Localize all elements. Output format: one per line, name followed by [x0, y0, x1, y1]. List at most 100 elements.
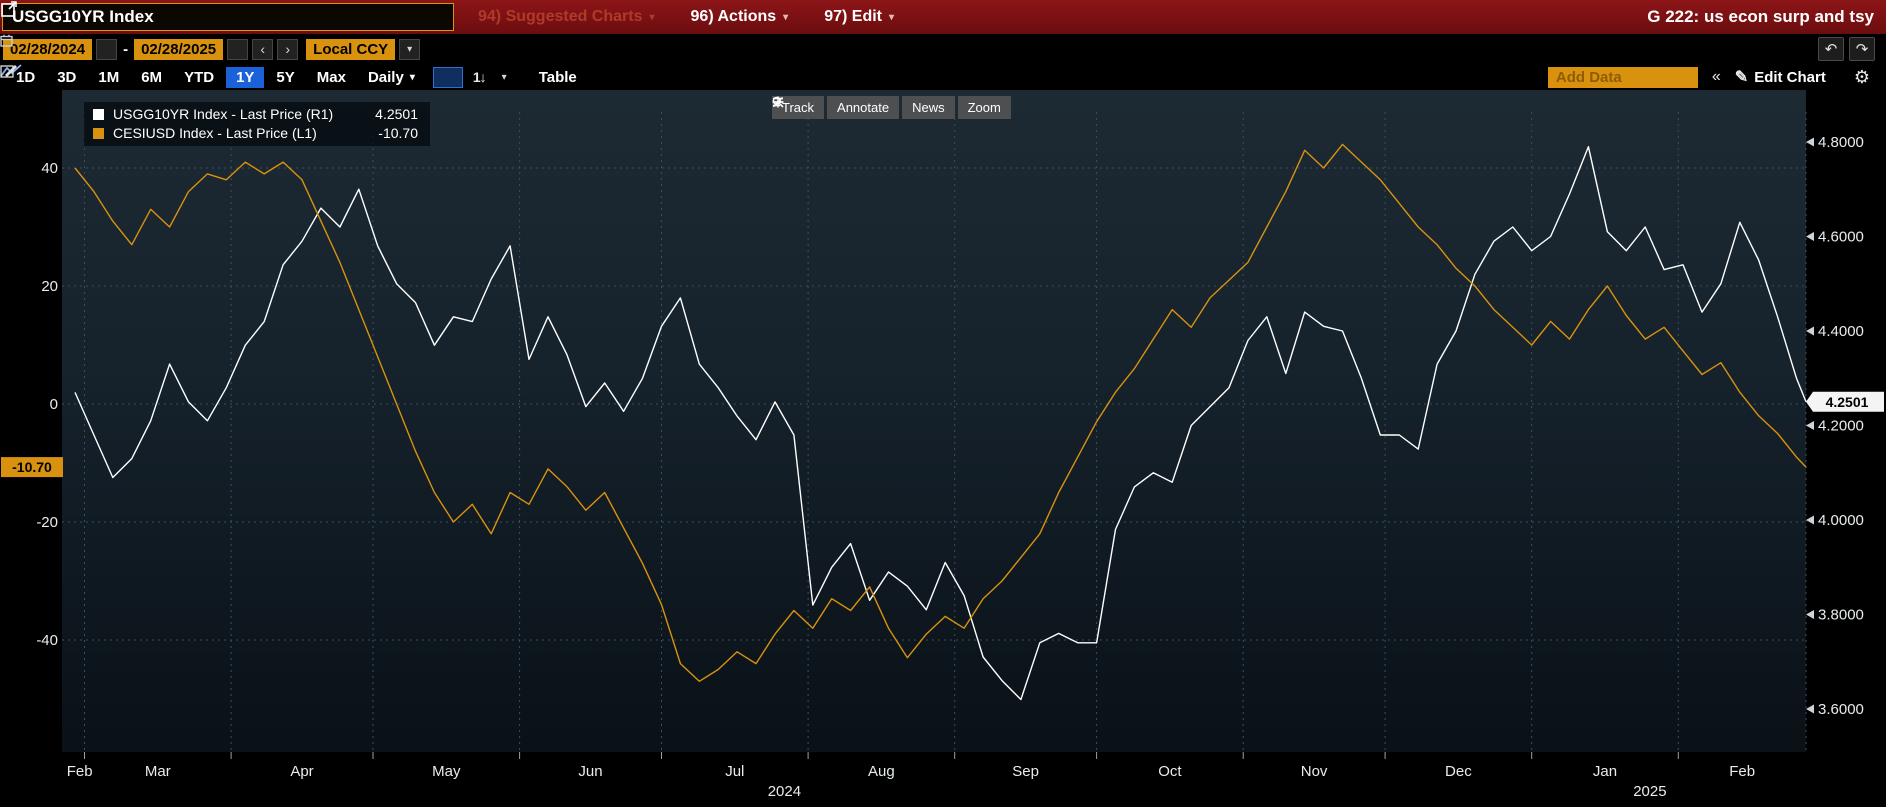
- table-button[interactable]: Table: [538, 68, 577, 86]
- svg-text:4.6000: 4.6000: [1818, 229, 1864, 246]
- chevron-down-icon: ▾: [783, 11, 789, 23]
- chart-title: G 222: us econ surp and tsy: [1647, 7, 1874, 26]
- svg-text:Nov: Nov: [1301, 763, 1328, 780]
- svg-text:4.2501: 4.2501: [1826, 394, 1869, 410]
- frequency-label: Daily: [367, 68, 404, 86]
- line-chart-type-icon[interactable]: [0, 64, 463, 88]
- svg-text:-10.70: -10.70: [12, 459, 52, 475]
- series-usgg10yr-line: [74, 146, 1807, 701]
- svg-text:Sep: Sep: [1012, 763, 1039, 780]
- legend-row-cesiusd[interactable]: CESIUSD Index - Last Price (L1) -10.70: [93, 125, 418, 141]
- svg-text:Mar: Mar: [145, 763, 171, 780]
- svg-text:May: May: [432, 763, 461, 780]
- svg-text:3.6000: 3.6000: [1818, 701, 1864, 718]
- redo-icon[interactable]: ↷: [1849, 37, 1875, 61]
- legend-value: 4.2501: [375, 106, 418, 122]
- grid-vertical: [84, 112, 1807, 752]
- menu-actions[interactable]: 96) Actions ▾: [673, 0, 807, 34]
- period-back-button[interactable]: ‹: [252, 38, 274, 60]
- svg-text:40: 40: [41, 160, 58, 177]
- svg-text:Feb: Feb: [67, 763, 93, 780]
- svg-text:4.8000: 4.8000: [1818, 134, 1864, 151]
- chart-tools: Track Annotate News Zoom: [772, 96, 1011, 119]
- annotate-button[interactable]: Annotate: [773, 96, 900, 119]
- period-forward-button[interactable]: ›: [277, 38, 299, 60]
- series-swatch: [93, 127, 104, 139]
- menu-actions-label: 96) Actions: [690, 8, 777, 25]
- chart-type-dropdown-icon[interactable]: ▾: [501, 71, 507, 83]
- annotate-label: Annotate: [837, 100, 890, 115]
- calendar-icon[interactable]: [0, 34, 118, 60]
- svg-text:3.8000: 3.8000: [1818, 607, 1864, 624]
- series-cesiusd-line: [74, 143, 1807, 682]
- svg-text:-40: -40: [36, 632, 58, 649]
- chevron-down-icon: ▾: [649, 11, 655, 23]
- svg-text:Aug: Aug: [868, 763, 895, 780]
- chart-canvas[interactable]: 40 20 0 -20 -40 4.8000 4.6000 4.4000 4.2000 4.000…: [0, 90, 1886, 807]
- range-button-3d[interactable]: 3D: [57, 68, 77, 86]
- range-button-6m[interactable]: 6M: [141, 68, 163, 86]
- date-toolbar: 02/28/2024 - 02/28/2025 ‹ › Local CCY ▾ …: [0, 34, 1886, 64]
- add-data-input[interactable]: [1547, 66, 1698, 88]
- svg-text:Dec: Dec: [1445, 763, 1472, 780]
- chevron-down-icon: ▾: [889, 11, 895, 23]
- security-input[interactable]: [2, 3, 454, 31]
- menu-suggested-charts[interactable]: 94) Suggested Charts ▾: [460, 0, 673, 34]
- date-range-separator: -: [123, 40, 129, 58]
- edit-chart-button[interactable]: ✎ Edit Chart: [1735, 67, 1826, 87]
- range-button-max[interactable]: Max: [316, 68, 346, 86]
- zoom-label: Zoom: [967, 100, 1001, 115]
- undo-icon[interactable]: ↶: [1818, 37, 1844, 61]
- news-button[interactable]: News: [773, 96, 955, 119]
- menu-edit-label: 97) Edit: [824, 8, 882, 25]
- range-button-1y[interactable]: 1Y: [226, 66, 265, 88]
- right-axis-badge: 4.2501: [1806, 391, 1884, 412]
- date-to-field[interactable]: 02/28/2025: [134, 38, 224, 60]
- legend-row-usgg10yr[interactable]: USGG10YR Index - Last Price (R1) 4.2501: [93, 106, 418, 122]
- frequency-select[interactable]: Daily ▾: [358, 67, 425, 88]
- pencil-icon: ✎: [1734, 69, 1749, 86]
- sort-order-icon[interactable]: 1↓: [472, 69, 487, 85]
- legend-label: CESIUSD Index - Last Price (L1): [113, 125, 317, 141]
- track-label: Track: [782, 100, 815, 115]
- menu-suggested-charts-label: 94) Suggested Charts: [478, 8, 643, 25]
- gear-icon[interactable]: ⚙: [1853, 66, 1870, 87]
- range-button-1m[interactable]: 1M: [98, 68, 120, 86]
- svg-text:4.4000: 4.4000: [1818, 323, 1864, 340]
- svg-text:20: 20: [41, 278, 58, 295]
- calendar-icon[interactable]: [0, 34, 249, 60]
- range-button-ytd[interactable]: YTD: [184, 68, 215, 86]
- chart-legend: USGG10YR Index - Last Price (R1) 4.2501 …: [84, 102, 430, 146]
- range-button-1d[interactable]: 1D: [16, 68, 36, 86]
- currency-dropdown-icon[interactable]: ▾: [399, 38, 421, 60]
- range-button-5y[interactable]: 5Y: [276, 68, 295, 86]
- zoom-button[interactable]: Zoom: [772, 96, 1011, 119]
- plot-background[interactable]: [62, 90, 1806, 752]
- date-from-field[interactable]: 02/28/2024: [3, 38, 93, 60]
- svg-text:Apr: Apr: [290, 763, 313, 780]
- legend-value: -10.70: [378, 125, 418, 141]
- svg-text:0: 0: [50, 396, 58, 413]
- chart-area: 40 20 0 -20 -40 4.8000 4.6000 4.4000 4.2000 4.000…: [0, 90, 1886, 807]
- title-bar: 94) Suggested Charts ▾ 96) Actions ▾ 97)…: [0, 0, 1886, 34]
- svg-text:-20: -20: [36, 514, 58, 531]
- collapse-icon[interactable]: «: [1711, 68, 1721, 85]
- menu-edit[interactable]: 97) Edit ▾: [806, 0, 912, 34]
- chart-toolbar: 1D 3D 1M 6M YTD 1Y 5Y Max Daily ▾ 1↓ ▾ T…: [0, 64, 1886, 90]
- currency-select[interactable]: Local CCY: [306, 38, 396, 60]
- chevron-down-icon: ▾: [409, 71, 415, 83]
- svg-text:Jan: Jan: [1593, 763, 1617, 780]
- news-label: News: [912, 100, 945, 115]
- svg-text:Jul: Jul: [725, 763, 744, 780]
- svg-text:4.0000: 4.0000: [1818, 512, 1864, 529]
- svg-text:4.2000: 4.2000: [1818, 418, 1864, 435]
- svg-text:Oct: Oct: [1158, 763, 1182, 780]
- svg-text:Jun: Jun: [578, 763, 602, 780]
- legend-label: USGG10YR Index - Last Price (R1): [113, 106, 334, 122]
- month-labels: Feb Mar Apr May Jun Jul Aug Sep Oct Nov Dec Jan Feb: [67, 752, 1755, 780]
- edit-chart-label: Edit Chart: [1754, 68, 1826, 86]
- svg-text:Feb: Feb: [1729, 763, 1755, 780]
- year-labels: 2024 2025: [768, 783, 1667, 800]
- svg-text:2024: 2024: [768, 783, 801, 800]
